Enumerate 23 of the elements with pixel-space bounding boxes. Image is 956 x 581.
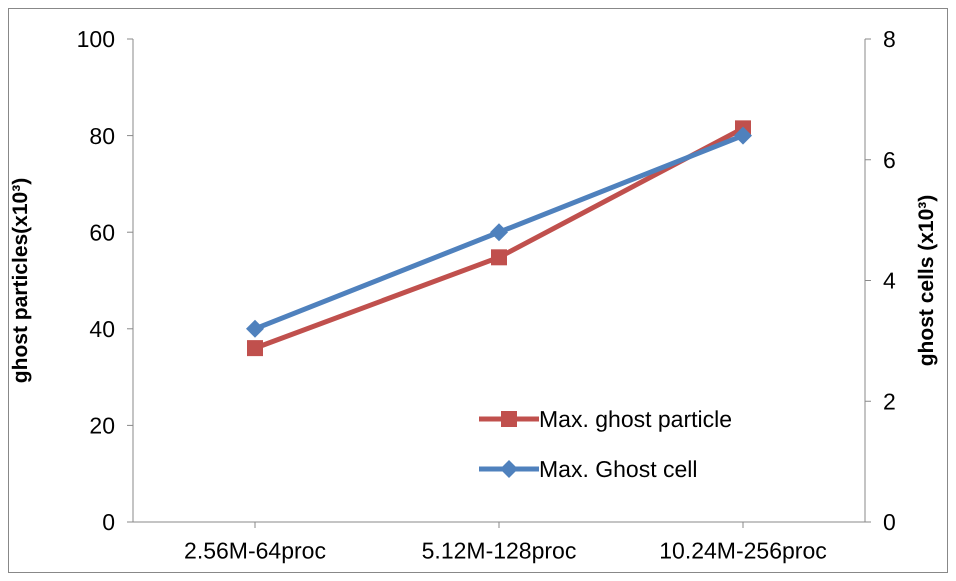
y-axis-title: ghost particles(x10³)	[9, 178, 32, 384]
y2-tick-label: 2	[883, 388, 896, 414]
y-tick-label: 40	[89, 316, 115, 342]
point	[247, 340, 263, 356]
point	[491, 249, 507, 266]
y-tick-label: 100	[76, 26, 115, 52]
x-tick-label: 5.12M-128proc	[422, 537, 576, 564]
y2-tick-label: 6	[883, 146, 896, 173]
x-tick-label: 10.24M-256proc	[659, 537, 827, 564]
y2-tick-label: 8	[883, 26, 896, 52]
x-tick-label: 2.56M-64proc	[184, 537, 326, 564]
y-tick-label: 0	[102, 509, 115, 536]
y-tick-label: 20	[89, 412, 115, 439]
y2-tick-label: 0	[883, 509, 896, 536]
y-tick-label: 60	[89, 219, 115, 246]
y-tick-label: 80	[89, 122, 115, 149]
legend-label: Max. ghost particle	[539, 406, 732, 432]
legend-label: Max. Ghost cell	[539, 456, 698, 482]
y2-tick-label: 4	[883, 268, 896, 294]
point	[734, 126, 752, 145]
y2-axis-title: ghost cells (x10³)	[915, 194, 938, 366]
point	[246, 320, 264, 338]
point	[490, 223, 508, 242]
